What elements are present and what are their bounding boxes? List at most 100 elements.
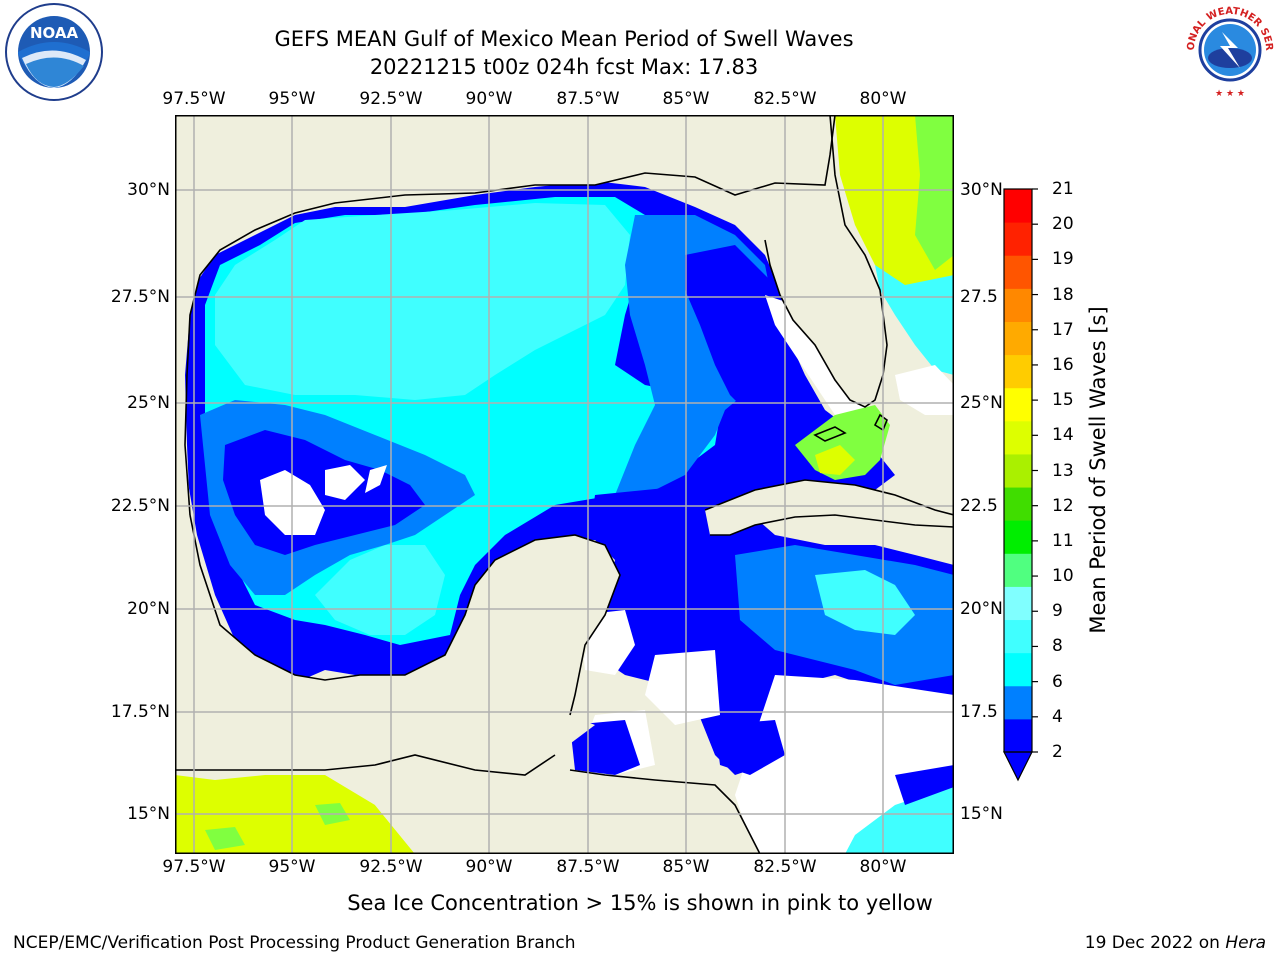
cuba-land bbox=[705, 480, 954, 535]
colorbar-extend-arrow bbox=[1003, 751, 1033, 782]
colorbar-tick-label: 6 bbox=[1052, 671, 1063, 692]
campeche-light-cyan bbox=[315, 545, 445, 635]
map-run-info: 20221215 t00z 024h fcst Max: 17.83 bbox=[369, 55, 759, 79]
footer-date: 19 Dec 2022 on Hera bbox=[1085, 933, 1266, 953]
lon-label-bottom: 97.5°W bbox=[162, 857, 226, 877]
svg-text:NOAA: NOAA bbox=[30, 24, 79, 42]
lon-label-bottom: 82.5°W bbox=[753, 857, 817, 877]
lat-label-right: 17.5 bbox=[960, 702, 998, 722]
lat-label-left: 25°N bbox=[127, 393, 170, 413]
lat-label-left: 22.5°N bbox=[110, 496, 170, 516]
colorbar-segments bbox=[1004, 189, 1032, 753]
footer-credit: NCEP/EMC/Verification Post Processing Pr… bbox=[13, 933, 576, 953]
colorbar-segment bbox=[1004, 453, 1032, 488]
lon-label-bottom: 80°W bbox=[859, 857, 907, 877]
lon-label-top: 90°W bbox=[465, 89, 513, 109]
colorbar-tick-label: 15 bbox=[1052, 390, 1074, 411]
caribbean-dark-south bbox=[715, 720, 785, 775]
colorbar-segment bbox=[1004, 520, 1032, 554]
colorbar-tick-label: 9 bbox=[1052, 601, 1063, 622]
colorbar-segment bbox=[1004, 354, 1032, 389]
west-gulf-white-gap-3 bbox=[365, 465, 387, 493]
colorbar-segment bbox=[1004, 652, 1032, 687]
colorbar-tick-label: 20 bbox=[1052, 214, 1074, 235]
east-gulf-dark-blue bbox=[685, 245, 795, 415]
colorbar-tick-label: 2 bbox=[1052, 742, 1063, 762]
colorbar-tick-label: 16 bbox=[1052, 354, 1074, 375]
colorbar-segment bbox=[1004, 222, 1032, 256]
west-gulf-dark-blue bbox=[223, 430, 425, 555]
lon-label-top: 82.5°W bbox=[753, 89, 817, 109]
colorbar-tick-label: 17 bbox=[1052, 319, 1074, 340]
lat-label-right: 25°N bbox=[960, 393, 1003, 413]
pacific-green-1 bbox=[205, 827, 245, 850]
straits-yellow bbox=[815, 445, 855, 475]
footer-host: Hera bbox=[1225, 933, 1266, 953]
sea-ice-note: Sea Ice Concentration > 15% is shown in … bbox=[347, 891, 933, 915]
lon-label-top: 95°W bbox=[268, 89, 316, 109]
colorbar-segment bbox=[1004, 487, 1032, 521]
colorbar-tick-label: 19 bbox=[1052, 249, 1074, 270]
lon-label-top: 92.5°W bbox=[359, 89, 423, 109]
caribbean-se-cyan bbox=[845, 785, 954, 854]
colorbar-tick-label: 10 bbox=[1052, 566, 1074, 587]
noaa-logo: NOAA bbox=[5, 3, 103, 101]
colorbar-tick-label: 14 bbox=[1052, 425, 1074, 446]
lon-label-top: 80°W bbox=[859, 89, 907, 109]
caribbean-se-blue bbox=[895, 765, 954, 805]
lon-label-bottom: 90°W bbox=[465, 857, 513, 877]
map-title: GEFS MEAN Gulf of Mexico Mean Period of … bbox=[274, 27, 854, 51]
colorbar-segment bbox=[1004, 321, 1032, 356]
lon-label-bottom: 87.5°W bbox=[556, 857, 620, 877]
colorbar-tick-label: 12 bbox=[1052, 495, 1074, 516]
lon-label-top: 87.5°W bbox=[556, 89, 620, 109]
west-gulf-white-gap-2 bbox=[325, 465, 365, 500]
lat-label-right: 22.5 bbox=[960, 496, 998, 516]
colorbar-tick-label: 8 bbox=[1052, 636, 1063, 657]
nws-logo: NATIONAL WEATHER SERVICE ★ ★ ★ bbox=[1180, 2, 1276, 99]
atlantic-green bbox=[915, 115, 954, 270]
lon-label-top: 97.5°W bbox=[162, 89, 226, 109]
colorbar-tick-label: 18 bbox=[1052, 284, 1074, 305]
lat-label-left: 17.5°N bbox=[110, 702, 170, 722]
graticule bbox=[175, 115, 954, 854]
swell-period-map bbox=[175, 115, 954, 854]
colorbar-tick-label: 4 bbox=[1052, 706, 1063, 727]
lon-label-bottom: 95°W bbox=[268, 857, 316, 877]
colorbar-label: Mean Period of Swell Waves [s] bbox=[1086, 306, 1110, 634]
lon-label-bottom: 92.5°W bbox=[359, 857, 423, 877]
lon-label-top: 85°W bbox=[662, 89, 710, 109]
lat-label-left: 20°N bbox=[127, 599, 170, 619]
colorbar-segment bbox=[1004, 619, 1032, 654]
central-america-land bbox=[375, 715, 760, 854]
colorbar-segment bbox=[1004, 288, 1032, 322]
colorbar-segment bbox=[1004, 586, 1032, 621]
lat-label-right: 27.5 bbox=[960, 287, 998, 307]
colorbar-segment bbox=[1004, 685, 1032, 720]
colorbar-segment bbox=[1004, 189, 1032, 223]
caribbean-white-1 bbox=[645, 650, 720, 725]
colorbar-segment bbox=[1004, 420, 1032, 455]
atlantic-cyan-strip bbox=[875, 265, 954, 375]
lat-label-left: 27.5°N bbox=[110, 287, 170, 307]
svg-text:★ ★ ★: ★ ★ ★ bbox=[1215, 89, 1245, 99]
colorbar-segment bbox=[1004, 718, 1032, 753]
map-frame bbox=[175, 115, 954, 854]
colorbar-segment bbox=[1004, 553, 1032, 587]
lat-label-right: 30°N bbox=[960, 180, 1003, 200]
gulf-light-cyan bbox=[215, 203, 630, 400]
colorbar-segment bbox=[1004, 387, 1032, 422]
lat-label-right: 20°N bbox=[960, 599, 1003, 619]
lat-label-right: 15°N bbox=[960, 804, 1003, 824]
lat-label-left: 15°N bbox=[127, 804, 170, 824]
colorbar-tick-label: 11 bbox=[1052, 530, 1074, 551]
florida-coast-white bbox=[765, 295, 875, 435]
florida-peninsula-land bbox=[765, 115, 887, 407]
colorbar-segment bbox=[1004, 255, 1032, 289]
caribbean-cyan-patch bbox=[815, 570, 915, 635]
colorbar-tick-label: 13 bbox=[1052, 460, 1074, 481]
lat-label-left: 30°N bbox=[127, 180, 170, 200]
colorbar bbox=[1003, 188, 1038, 782]
footer-date-text: 19 Dec 2022 on bbox=[1084, 933, 1226, 953]
colorbar-tick-label: 21 bbox=[1052, 179, 1074, 199]
